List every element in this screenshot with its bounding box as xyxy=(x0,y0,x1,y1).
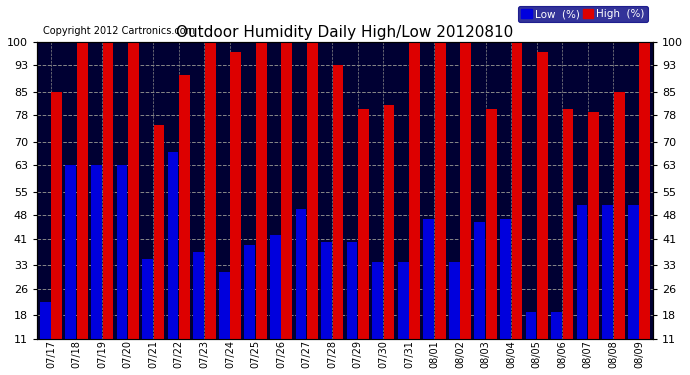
Bar xyxy=(117,165,128,375)
Bar xyxy=(475,222,485,375)
Bar xyxy=(295,209,306,375)
Bar xyxy=(77,42,88,375)
Bar xyxy=(179,75,190,375)
Bar xyxy=(486,109,497,375)
Bar xyxy=(460,42,471,375)
Legend: Low  (%), High  (%): Low (%), High (%) xyxy=(518,6,648,22)
Bar xyxy=(409,42,420,375)
Bar xyxy=(103,42,113,375)
Bar xyxy=(193,252,204,375)
Bar xyxy=(154,125,164,375)
Bar xyxy=(628,206,638,375)
Bar xyxy=(640,42,650,375)
Bar xyxy=(307,42,318,375)
Bar xyxy=(40,302,50,375)
Bar xyxy=(511,42,522,375)
Bar xyxy=(128,42,139,375)
Bar xyxy=(551,312,562,375)
Bar xyxy=(321,242,332,375)
Bar xyxy=(256,42,266,375)
Bar xyxy=(602,206,613,375)
Bar xyxy=(52,92,62,375)
Bar xyxy=(244,245,255,375)
Bar xyxy=(230,52,241,375)
Title: Outdoor Humidity Daily High/Low 20120810: Outdoor Humidity Daily High/Low 20120810 xyxy=(177,25,513,40)
Bar xyxy=(270,235,281,375)
Bar xyxy=(449,262,460,375)
Bar xyxy=(384,105,395,375)
Bar xyxy=(398,262,408,375)
Bar xyxy=(372,262,383,375)
Bar xyxy=(537,52,548,375)
Bar xyxy=(500,219,511,375)
Bar xyxy=(219,272,230,375)
Bar xyxy=(142,259,153,375)
Bar xyxy=(66,165,76,375)
Bar xyxy=(424,219,434,375)
Bar xyxy=(358,109,369,375)
Bar xyxy=(346,242,357,375)
Bar xyxy=(435,42,446,375)
Bar xyxy=(562,109,573,375)
Bar xyxy=(91,165,101,375)
Bar xyxy=(526,312,536,375)
Bar xyxy=(282,42,292,375)
Bar xyxy=(577,206,587,375)
Bar xyxy=(589,112,599,375)
Bar xyxy=(205,42,215,375)
Bar xyxy=(333,66,344,375)
Bar xyxy=(614,92,624,375)
Bar xyxy=(168,152,179,375)
Text: Copyright 2012 Cartronics.com: Copyright 2012 Cartronics.com xyxy=(43,26,195,36)
